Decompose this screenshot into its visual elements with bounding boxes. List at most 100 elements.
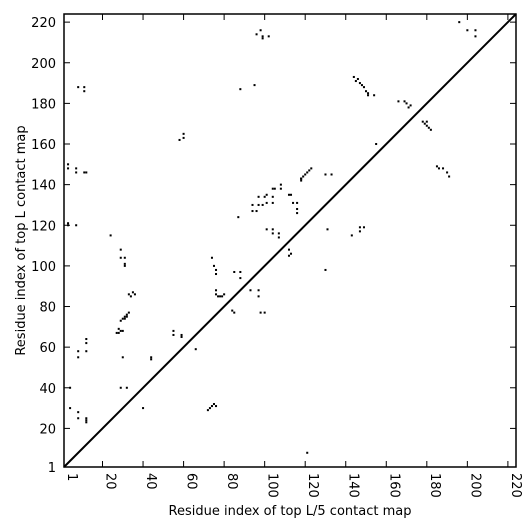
contact-point-lower — [77, 350, 80, 353]
contact-point-upper — [271, 201, 274, 204]
contact-point-lower — [215, 268, 218, 271]
contact-point-upper — [271, 232, 274, 235]
contact-point-lower — [123, 262, 126, 265]
contact-point-lower — [150, 356, 153, 359]
contact-point-lower — [125, 313, 128, 316]
contact-point-upper — [277, 232, 280, 235]
contact-point-upper — [292, 201, 295, 204]
x-tick-label: 120 — [305, 473, 320, 498]
contact-point-upper — [271, 187, 274, 190]
contact-point-lower — [458, 21, 461, 24]
contact-point-lower — [85, 417, 88, 420]
contact-point-upper — [287, 254, 290, 257]
x-tick-label: 180 — [427, 473, 442, 498]
contact-point-lower — [180, 333, 183, 336]
contact-point-lower — [373, 94, 376, 97]
contact-point-lower — [85, 350, 88, 353]
contact-point-lower — [215, 289, 218, 292]
contact-point-lower — [194, 348, 197, 351]
y-tick-label: 220 — [31, 16, 56, 31]
contact-point-lower — [223, 293, 226, 296]
x-tick-label: 100 — [265, 473, 280, 498]
y-tick-label: 120 — [31, 219, 56, 234]
x-tick-label: 60 — [184, 473, 199, 490]
contact-point-lower — [233, 311, 236, 314]
contact-point-upper — [237, 216, 240, 219]
contact-point-lower — [210, 405, 213, 408]
contact-point-lower — [123, 264, 126, 267]
contact-point-upper — [287, 248, 290, 251]
contact-point-lower — [407, 106, 410, 109]
contact-point-lower — [117, 327, 120, 330]
contact-point-lower — [421, 120, 424, 123]
contact-point-lower — [215, 405, 218, 408]
contact-point-upper — [255, 33, 258, 36]
contact-point-upper — [296, 208, 299, 211]
contact-point-upper — [310, 167, 313, 170]
contact-point-lower — [429, 128, 432, 131]
contact-point-upper — [290, 193, 293, 196]
contact-point-lower — [233, 270, 236, 273]
y-tick-label: 40 — [39, 382, 56, 397]
contact-point-lower — [257, 289, 260, 292]
contact-point-upper — [296, 212, 299, 215]
y-tick-label: 1 — [48, 461, 56, 476]
contact-point-upper — [83, 171, 86, 174]
contact-point-upper — [182, 136, 185, 139]
y-tick-label: 140 — [31, 179, 56, 194]
contact-point-lower — [129, 295, 132, 298]
contact-point-upper — [182, 132, 185, 135]
contact-point-lower — [358, 230, 361, 233]
contact-point-lower — [358, 82, 361, 85]
contact-point-lower — [446, 171, 449, 174]
contact-point-upper — [67, 167, 70, 170]
contact-point-lower — [403, 100, 406, 103]
contact-point-upper — [77, 86, 80, 89]
contact-point-lower — [85, 342, 88, 345]
contact-point-lower — [69, 407, 72, 410]
y-tick-label: 20 — [39, 422, 56, 437]
contact-point-lower — [125, 386, 128, 389]
y-axis-label: Residue index of top L contact map — [14, 125, 29, 355]
contact-point-lower — [448, 175, 451, 178]
contact-point-lower — [442, 167, 445, 170]
contact-point-lower — [362, 86, 365, 89]
contact-point-lower — [119, 386, 122, 389]
contact-point-upper — [300, 177, 303, 180]
y-tick-label: 100 — [31, 260, 56, 275]
contact-point-lower — [239, 270, 242, 273]
x-tick-label: 40 — [143, 473, 158, 490]
x-axis-ticks: 1 20 40 60 80 100 120 140 160 180 200 220 — [63, 14, 523, 498]
contact-point-upper — [265, 228, 268, 231]
contact-point-upper — [306, 171, 309, 174]
contact-point-upper — [304, 173, 307, 176]
x-tick-label: 160 — [386, 473, 401, 498]
contact-point-lower — [206, 409, 209, 412]
contact-point-lower — [365, 90, 368, 93]
contact-point-upper — [251, 210, 254, 213]
y-tick-label: 200 — [31, 57, 56, 72]
contact-point-lower — [212, 264, 215, 267]
contact-point-lower — [239, 277, 242, 280]
contact-point-upper — [75, 224, 78, 227]
contact-point-upper — [261, 203, 264, 206]
diagonal-line — [63, 13, 517, 468]
contact-point-lower — [69, 386, 72, 389]
contact-point-lower — [142, 407, 145, 410]
contact-point-upper — [279, 187, 282, 190]
contact-point-lower — [119, 256, 122, 259]
contact-point-lower — [405, 102, 408, 105]
contact-point-lower — [217, 295, 220, 298]
x-tick-label: 140 — [346, 473, 361, 498]
contact-point-lower — [356, 77, 359, 81]
contact-point-lower — [350, 234, 353, 237]
contact-point-upper — [239, 88, 242, 91]
contact-point-lower — [259, 311, 262, 314]
contact-point-lower — [352, 75, 355, 78]
contact-point-lower — [131, 291, 134, 294]
contact-point-lower — [180, 335, 183, 338]
contact-point-lower — [427, 126, 430, 129]
contact-point-upper — [271, 228, 274, 231]
x-tick-label: 220 — [508, 473, 523, 498]
